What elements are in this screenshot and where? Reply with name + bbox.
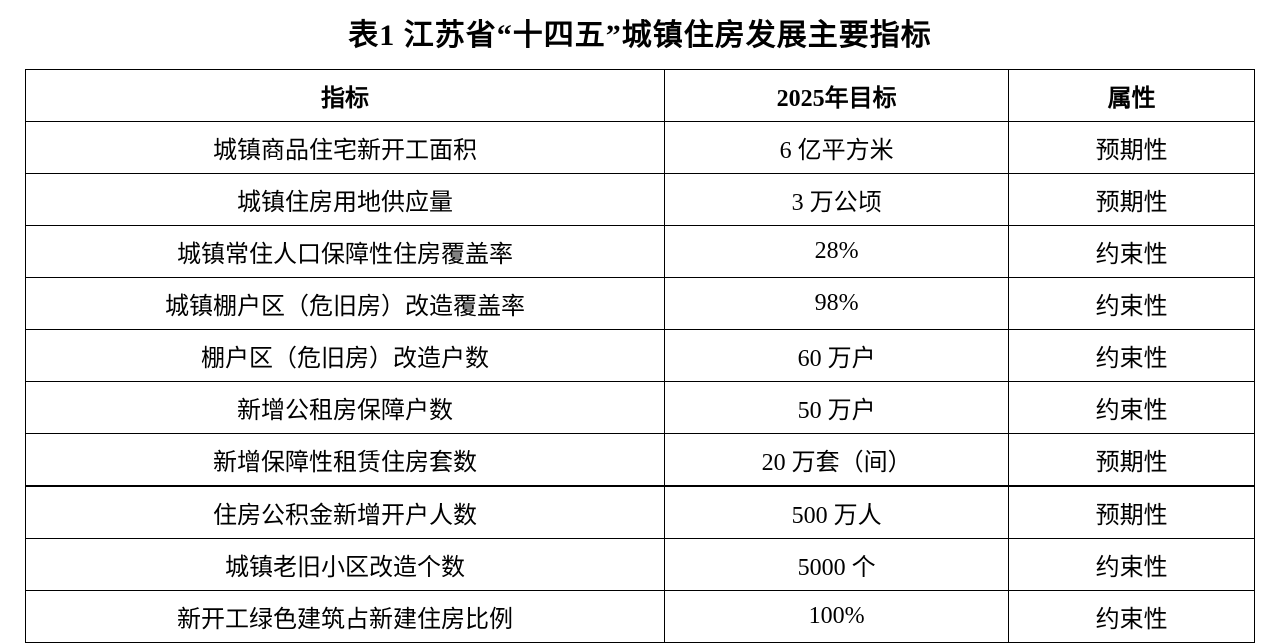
table-title: 表1 江苏省“十四五”城镇住房发展主要指标	[25, 10, 1255, 54]
cell-target: 60 万户	[665, 330, 1009, 382]
cell-target: 500 万人	[665, 486, 1009, 539]
table-row: 城镇住房用地供应量3 万公顷预期性	[26, 174, 1255, 226]
indicators-table: 指标 2025年目标 属性 城镇商品住宅新开工面积6 亿平方米预期性城镇住房用地…	[25, 69, 1255, 643]
cell-target: 3 万公顷	[665, 174, 1009, 226]
cell-indicator: 城镇商品住宅新开工面积	[26, 122, 665, 174]
table-row: 新增公租房保障户数50 万户约束性	[26, 382, 1255, 434]
table-row: 住房公积金新增开户人数500 万人预期性	[26, 486, 1255, 539]
table-body: 城镇商品住宅新开工面积6 亿平方米预期性城镇住房用地供应量3 万公顷预期性城镇常…	[26, 122, 1255, 643]
cell-indicator: 城镇棚户区（危旧房）改造覆盖率	[26, 278, 665, 330]
table-row: 城镇商品住宅新开工面积6 亿平方米预期性	[26, 122, 1255, 174]
table-row: 棚户区（危旧房）改造户数60 万户约束性	[26, 330, 1255, 382]
cell-attribute: 约束性	[1009, 330, 1255, 382]
table-row: 新开工绿色建筑占新建住房比例100%约束性	[26, 591, 1255, 643]
cell-target: 6 亿平方米	[665, 122, 1009, 174]
table-row: 城镇常住人口保障性住房覆盖率28%约束性	[26, 226, 1255, 278]
cell-target: 28%	[665, 226, 1009, 278]
cell-attribute: 预期性	[1009, 122, 1255, 174]
table-row: 新增保障性租赁住房套数20 万套（间）预期性	[26, 434, 1255, 487]
cell-target: 50 万户	[665, 382, 1009, 434]
cell-indicator: 新增公租房保障户数	[26, 382, 665, 434]
header-indicator: 指标	[26, 70, 665, 122]
cell-attribute: 约束性	[1009, 591, 1255, 643]
cell-attribute: 约束性	[1009, 382, 1255, 434]
cell-target: 20 万套（间）	[665, 434, 1009, 487]
header-target: 2025年目标	[665, 70, 1009, 122]
cell-attribute: 约束性	[1009, 226, 1255, 278]
cell-target: 100%	[665, 591, 1009, 643]
cell-attribute: 预期性	[1009, 434, 1255, 487]
cell-indicator: 棚户区（危旧房）改造户数	[26, 330, 665, 382]
cell-indicator: 住房公积金新增开户人数	[26, 486, 665, 539]
cell-indicator: 城镇住房用地供应量	[26, 174, 665, 226]
table-header-row: 指标 2025年目标 属性	[26, 70, 1255, 122]
table-row: 城镇棚户区（危旧房）改造覆盖率98%约束性	[26, 278, 1255, 330]
cell-target: 98%	[665, 278, 1009, 330]
cell-attribute: 预期性	[1009, 174, 1255, 226]
cell-indicator: 城镇常住人口保障性住房覆盖率	[26, 226, 665, 278]
cell-indicator: 新开工绿色建筑占新建住房比例	[26, 591, 665, 643]
cell-attribute: 预期性	[1009, 486, 1255, 539]
cell-indicator: 新增保障性租赁住房套数	[26, 434, 665, 487]
cell-attribute: 约束性	[1009, 278, 1255, 330]
header-attribute: 属性	[1009, 70, 1255, 122]
